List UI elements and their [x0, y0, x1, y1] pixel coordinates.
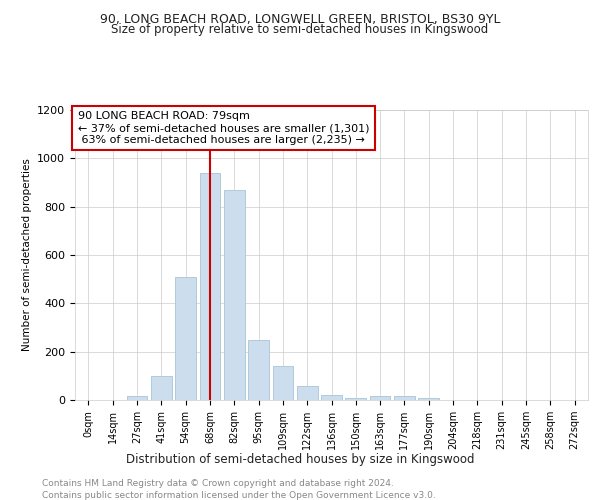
Bar: [175, 277, 196, 400]
Y-axis label: Number of semi-detached properties: Number of semi-detached properties: [22, 158, 32, 352]
Bar: [346, 398, 366, 400]
Text: 90, LONG BEACH ROAD, LONGWELL GREEN, BRISTOL, BS30 9YL: 90, LONG BEACH ROAD, LONGWELL GREEN, BRI…: [100, 12, 500, 26]
Bar: [394, 396, 415, 400]
Bar: [224, 190, 245, 400]
Bar: [200, 173, 220, 400]
Text: Contains HM Land Registry data © Crown copyright and database right 2024.: Contains HM Land Registry data © Crown c…: [42, 479, 394, 488]
Bar: [418, 398, 439, 400]
Bar: [370, 396, 391, 400]
Text: Size of property relative to semi-detached houses in Kingswood: Size of property relative to semi-detach…: [112, 22, 488, 36]
Bar: [127, 396, 148, 400]
Bar: [151, 376, 172, 400]
Text: Contains public sector information licensed under the Open Government Licence v3: Contains public sector information licen…: [42, 491, 436, 500]
Bar: [272, 366, 293, 400]
Bar: [297, 386, 317, 400]
Text: Distribution of semi-detached houses by size in Kingswood: Distribution of semi-detached houses by …: [126, 452, 474, 466]
Text: 90 LONG BEACH ROAD: 79sqm
← 37% of semi-detached houses are smaller (1,301)
 63%: 90 LONG BEACH ROAD: 79sqm ← 37% of semi-…: [77, 112, 369, 144]
Bar: [248, 340, 269, 400]
Bar: [321, 395, 342, 400]
